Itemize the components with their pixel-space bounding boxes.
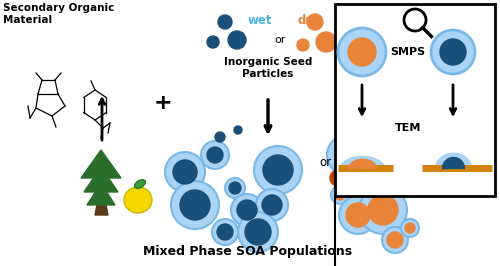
Circle shape: [359, 186, 407, 234]
Circle shape: [234, 126, 242, 134]
Ellipse shape: [124, 187, 152, 213]
Polygon shape: [87, 183, 115, 205]
Circle shape: [368, 195, 398, 225]
Circle shape: [382, 227, 408, 253]
Bar: [335, 4, 495, 196]
Circle shape: [231, 194, 263, 226]
Polygon shape: [81, 150, 121, 178]
Circle shape: [238, 212, 278, 252]
Circle shape: [316, 32, 336, 52]
Circle shape: [207, 36, 219, 48]
Circle shape: [218, 15, 232, 29]
Circle shape: [171, 181, 219, 229]
Text: TEM: TEM: [395, 123, 421, 133]
Circle shape: [229, 182, 241, 194]
Polygon shape: [95, 205, 108, 215]
Circle shape: [262, 195, 282, 215]
Text: Mixed Phase SOA Populations: Mixed Phase SOA Populations: [144, 245, 352, 258]
Circle shape: [212, 219, 238, 245]
Text: wet: wet: [248, 14, 272, 27]
Text: Inorganic Seed
Particles: Inorganic Seed Particles: [224, 57, 312, 79]
Circle shape: [355, 167, 381, 193]
Circle shape: [431, 30, 475, 74]
Circle shape: [387, 232, 403, 248]
Text: or: or: [274, 35, 285, 45]
Text: or: or: [319, 156, 331, 169]
Polygon shape: [84, 167, 118, 192]
Circle shape: [217, 224, 233, 240]
Circle shape: [201, 141, 229, 169]
Circle shape: [254, 146, 302, 194]
Text: Secondary Organic
Material: Secondary Organic Material: [3, 3, 114, 24]
Circle shape: [346, 203, 370, 227]
Circle shape: [405, 223, 415, 233]
Text: SMPS: SMPS: [390, 47, 426, 57]
Circle shape: [404, 9, 426, 31]
Circle shape: [339, 196, 377, 234]
Circle shape: [297, 39, 309, 51]
Circle shape: [360, 172, 376, 188]
Circle shape: [401, 219, 419, 237]
Circle shape: [348, 38, 376, 66]
Circle shape: [237, 200, 257, 220]
Text: dry: dry: [298, 14, 320, 27]
Circle shape: [215, 132, 225, 142]
Circle shape: [335, 143, 359, 167]
Circle shape: [263, 155, 293, 185]
Circle shape: [327, 135, 367, 175]
Circle shape: [173, 160, 197, 184]
Circle shape: [338, 28, 386, 76]
Circle shape: [331, 186, 349, 204]
Circle shape: [228, 31, 246, 49]
Circle shape: [335, 190, 345, 200]
Text: +: +: [154, 93, 172, 113]
Circle shape: [307, 14, 323, 30]
Circle shape: [256, 189, 288, 221]
Circle shape: [180, 190, 210, 220]
Circle shape: [440, 39, 466, 65]
Circle shape: [330, 170, 346, 186]
Circle shape: [245, 219, 271, 245]
Circle shape: [207, 147, 223, 163]
Circle shape: [165, 152, 205, 192]
Ellipse shape: [134, 180, 145, 188]
Circle shape: [225, 178, 245, 198]
